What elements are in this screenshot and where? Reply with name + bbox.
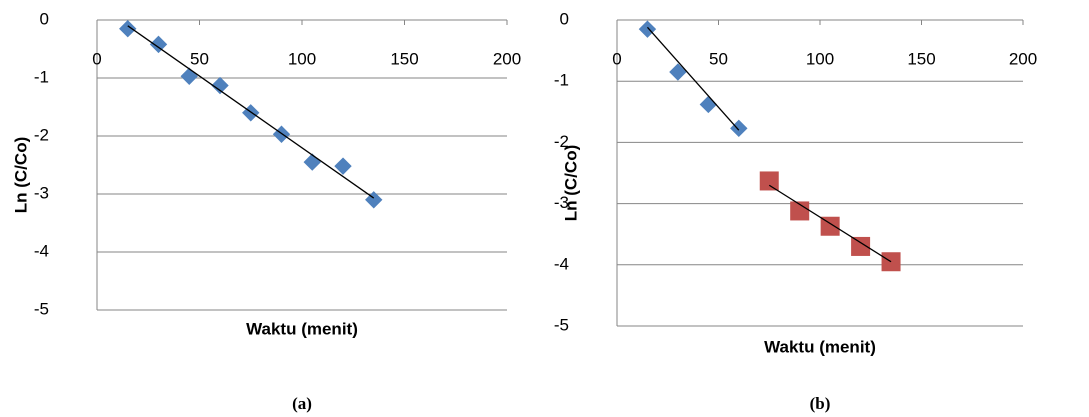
point xyxy=(700,96,716,112)
x-axis-label: Waktu (menit) xyxy=(764,337,876,356)
y-tick-label: -1 xyxy=(554,71,569,90)
caption: (a) xyxy=(292,394,312,413)
x-tick-label: 200 xyxy=(1009,49,1037,68)
chart: 0 -1 -2 -3 -4 -5 0 50 100 150 200 Ln (C/Co) Waktu (m… xyxy=(11,9,521,412)
y-tick-label: -4 xyxy=(554,254,569,273)
y-tick-label: -5 xyxy=(554,315,569,334)
y-tick-label: -4 xyxy=(34,241,49,260)
x-tick-label: 0 xyxy=(612,49,621,68)
point xyxy=(274,126,290,142)
y-tick-label: -5 xyxy=(34,299,49,318)
point xyxy=(670,64,686,80)
y-tick-label: -3 xyxy=(34,183,49,202)
y-tick-label: 0 xyxy=(560,9,569,28)
x-tick-label: 0 xyxy=(92,49,101,68)
point xyxy=(335,158,351,174)
trendline xyxy=(128,26,374,198)
point xyxy=(304,154,320,170)
x-tick-label: 150 xyxy=(907,49,935,68)
point xyxy=(639,21,655,37)
caption: (b) xyxy=(810,394,831,413)
point xyxy=(243,105,259,121)
y-axis-label: Ln (C/Co) xyxy=(11,137,30,213)
y-tick-label: -2 xyxy=(34,125,49,144)
trendline xyxy=(769,185,891,261)
trendline xyxy=(647,27,738,130)
figure: 0 -1 -2 -3 -4 -5 0 50 100 150 200 Ln (C/Co) Waktu (m… xyxy=(0,0,1089,417)
page: 0 -1 -2 -3 -4 -5 0 50 100 150 200 Ln (C/Co) Waktu (m… xyxy=(0,0,1089,417)
point xyxy=(181,68,197,84)
x-tick-label: 200 xyxy=(493,49,521,68)
point xyxy=(151,36,167,52)
x-tick-label: 150 xyxy=(390,49,418,68)
y-tick-label: 0 xyxy=(40,9,49,28)
x-axis-label: Waktu (menit) xyxy=(246,319,358,338)
point xyxy=(731,120,747,136)
x-tick-label: 100 xyxy=(288,49,316,68)
x-tick-label: 50 xyxy=(709,49,728,68)
x-tick-label: 100 xyxy=(806,49,834,68)
x-tick-label: 50 xyxy=(190,49,209,68)
point xyxy=(760,172,778,190)
point xyxy=(120,21,136,37)
y-tick-label: -1 xyxy=(34,67,49,86)
y-axis-label: Ln (C/Co) xyxy=(561,145,580,221)
